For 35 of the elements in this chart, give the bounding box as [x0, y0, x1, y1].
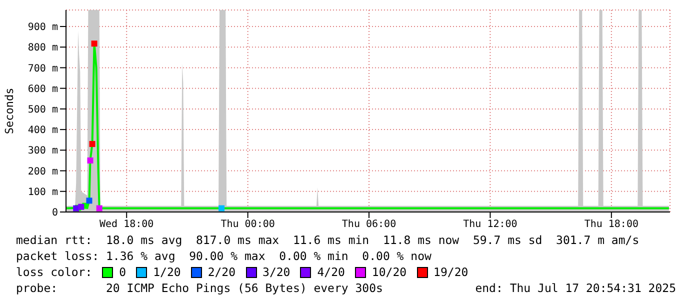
y-tick-label: 600 m	[28, 84, 58, 95]
x-tick-label: Thu 12:00	[463, 219, 518, 230]
point	[218, 205, 225, 212]
legend-label: 4/20	[317, 264, 345, 280]
y-tick-label: 0	[52, 208, 58, 219]
y-tick-label: 500 m	[28, 104, 58, 116]
point	[96, 205, 102, 212]
y-tick-label: 800 m	[28, 42, 58, 54]
y-tick-label: 100 m	[28, 186, 58, 198]
y-tick-label: 300 m	[28, 146, 58, 157]
point	[78, 204, 84, 210]
legend-label: 19/20	[434, 264, 468, 280]
y-tick-label: 900 m	[28, 22, 58, 34]
point	[87, 157, 94, 164]
text: median rtt: 18.0 ms avg 817.0 ms max 11.6 ms min 11.8 ms now 59.7 ms sd 301.7 m am/s	[16, 232, 640, 248]
legend-label: 2/20	[208, 264, 236, 280]
y-tick-label: 400 m	[28, 125, 58, 136]
y-axis-title: Seconds	[2, 88, 16, 134]
x-tick-label: Thu 00:00	[220, 219, 275, 230]
x-tick-label: Thu 06:00	[342, 219, 396, 230]
text: probe: 20 ICMP Echo Pings (56 Bytes) every 300s	[16, 280, 383, 296]
y-tick-label: 700 m	[28, 63, 58, 74]
legend-label: 10/20	[372, 264, 407, 280]
legend-label: 3/20	[262, 264, 290, 280]
text: packet loss: 1.36 % avg 90.00 % max 0.00 % min 0.00 % now	[16, 248, 432, 264]
text: end: Thu Jul 17 20:54:31 2025	[475, 280, 676, 296]
legend-title: loss color:	[16, 264, 92, 280]
legend-label: 0	[119, 264, 126, 280]
y-tick-label: 200 m	[28, 166, 58, 178]
x-tick-label: Wed 18:00	[100, 219, 154, 230]
x-tick-label: Thu 18:00	[584, 219, 639, 230]
point	[86, 198, 92, 204]
legend-label: 1/20	[153, 264, 181, 280]
point	[91, 40, 98, 47]
point	[89, 140, 96, 147]
